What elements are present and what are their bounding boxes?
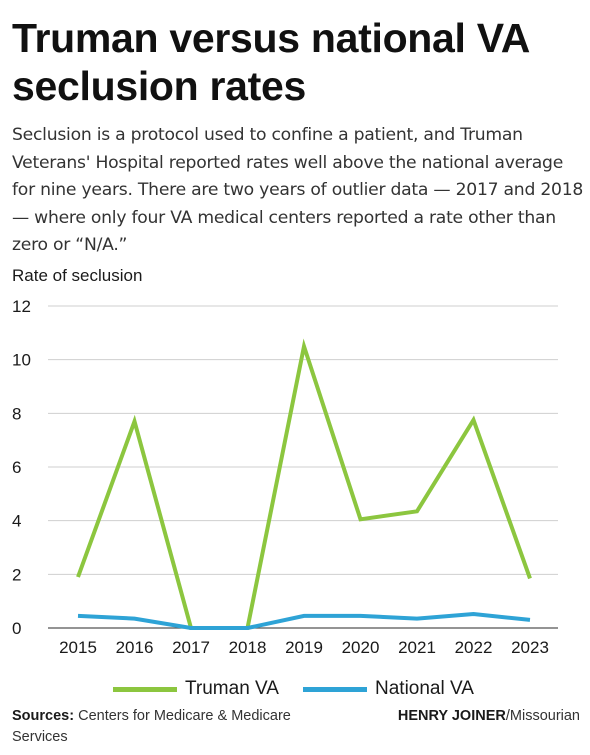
x-tick-labels: 2015 2016 2017 2018 2019 2020 2021 2022 2023 — [59, 638, 549, 657]
y-tick-label: 2 — [12, 565, 21, 584]
legend: Truman VA National VA — [0, 675, 590, 703]
sources-note: Sources: Centers for Medicare & Medicare… — [12, 706, 312, 748]
series-line-truman-va — [76, 338, 532, 630]
x-tick-label: 2022 — [455, 638, 493, 657]
chart-subtitle: Seclusion is a protocol used to confine … — [12, 125, 584, 255]
y-tick-label: 12 — [12, 297, 31, 316]
y-tick-labels: 0 2 4 6 8 10 12 — [12, 297, 31, 638]
x-tick-label: 2017 — [172, 638, 210, 657]
legend-swatch — [303, 686, 367, 692]
series-lines — [76, 338, 532, 630]
x-tick-label: 2016 — [116, 638, 154, 657]
legend-label: National VA — [375, 678, 474, 699]
y-tick-label: 10 — [12, 351, 31, 370]
y-tick-label: 8 — [12, 404, 21, 423]
x-tick-label: 2020 — [342, 638, 380, 657]
legend-swatch — [113, 686, 177, 692]
legend-label: Truman VA — [185, 678, 279, 699]
legend-item: National VA — [303, 675, 474, 703]
credit-name: HENRY JOINER — [397, 708, 506, 724]
y-axis-label: Rate of seclusion — [12, 266, 143, 285]
legend-item: Truman VA — [113, 675, 279, 703]
chart-title: Truman versus national VA seclusion rate… — [12, 15, 529, 109]
credit-org: /Missourian — [505, 708, 580, 724]
x-tick-label: 2023 — [511, 638, 549, 657]
x-tick-label: 2015 — [59, 638, 97, 657]
x-tick-label: 2019 — [285, 638, 323, 657]
y-tick-label: 6 — [12, 458, 21, 477]
series-line-national-va — [77, 611, 531, 630]
y-tick-label: 4 — [12, 512, 21, 531]
sources-text: Centers for Medicare & Medicare Services — [12, 708, 291, 745]
credit-line: HENRY JOINER/Missourian — [398, 706, 580, 727]
y-tick-label: 0 — [12, 619, 21, 638]
x-tick-label: 2018 — [229, 638, 267, 657]
x-tick-label: 2021 — [398, 638, 436, 657]
sources-label: Sources: — [12, 708, 75, 724]
